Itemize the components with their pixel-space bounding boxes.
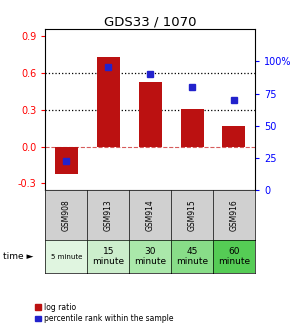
Bar (222, 126, 246, 146)
Text: GSM915: GSM915 (188, 199, 197, 231)
Text: 15
minute: 15 minute (92, 247, 124, 266)
Title: GDS33 / 1070: GDS33 / 1070 (104, 15, 196, 28)
Text: GSM908: GSM908 (62, 199, 71, 231)
Text: 45
minute: 45 minute (176, 247, 208, 266)
Text: 60
minute: 60 minute (218, 247, 250, 266)
Text: 5 minute: 5 minute (51, 254, 82, 260)
Bar (55, 146, 78, 174)
Text: GSM913: GSM913 (104, 199, 113, 231)
Text: GSM916: GSM916 (229, 199, 239, 231)
Bar (97, 57, 120, 146)
Text: time ►: time ► (3, 252, 33, 261)
Legend: log ratio, percentile rank within the sample: log ratio, percentile rank within the sa… (35, 303, 173, 323)
Text: 30
minute: 30 minute (134, 247, 166, 266)
Bar (180, 109, 204, 146)
Bar (139, 82, 162, 146)
Text: GSM914: GSM914 (146, 199, 155, 231)
